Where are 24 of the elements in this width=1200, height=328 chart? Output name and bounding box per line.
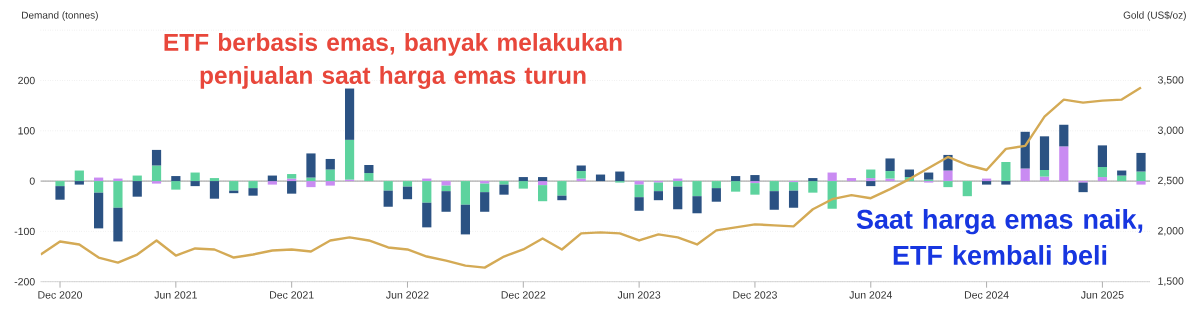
y-tick-label: -200 bbox=[14, 277, 35, 286]
y-tick-label: 200 bbox=[18, 76, 35, 85]
x-tick-label: Jun 2022 bbox=[386, 291, 429, 299]
y2-tick-label: 3,500 bbox=[1157, 76, 1184, 85]
y-tick-label: 100 bbox=[18, 127, 35, 135]
y2-axis-title: Gold (US$/oz) bbox=[1123, 11, 1186, 21]
annotation: Saat harga emas naik, ETF kembali beli bbox=[856, 209, 1143, 265]
x-tick-label: Dec 2021 bbox=[270, 291, 314, 299]
annotation: ETF berbasis emas, banyak melakukan penjualan saat harga emas turun bbox=[164, 33, 622, 89]
x-tick-label: Jun 2021 bbox=[154, 291, 197, 299]
x-tick-label: Dec 2024 bbox=[964, 291, 1009, 299]
y2-tick-label: 1,500 bbox=[1158, 277, 1184, 287]
x-tick-label: Dec 2023 bbox=[733, 291, 777, 299]
x-tick-label: Jun 2023 bbox=[617, 291, 661, 299]
x-tick-label: Jun 2024 bbox=[849, 291, 893, 299]
y2-tick-label: 2,000 bbox=[1158, 227, 1184, 236]
x-tick-label: Jun 2025 bbox=[1080, 291, 1124, 299]
y2-tick-label: 2,500 bbox=[1158, 176, 1184, 186]
y-tick-label: 0 bbox=[29, 177, 35, 185]
y2-tick-label: 3,000 bbox=[1157, 126, 1184, 136]
x-tick-label: Dec 2022 bbox=[501, 291, 546, 299]
y-tick-label: -100 bbox=[14, 227, 35, 236]
y-axis-title: Demand (tonnes) bbox=[22, 11, 98, 21]
x-tick-label: Dec 2020 bbox=[38, 291, 83, 299]
